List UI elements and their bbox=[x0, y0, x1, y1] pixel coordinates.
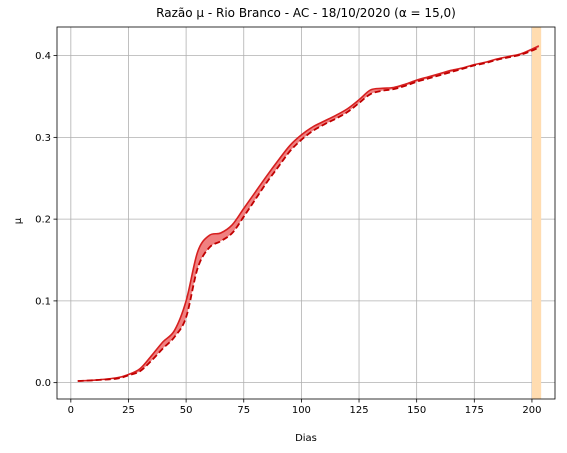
x-tick-label: 175 bbox=[465, 405, 484, 416]
series-upper bbox=[77, 45, 540, 382]
x-tick-label: 100 bbox=[292, 405, 311, 416]
x-tick-label: 150 bbox=[407, 405, 426, 416]
y-tick-label: 0.4 bbox=[35, 51, 51, 62]
plot-area bbox=[56, 26, 556, 400]
x-tick-label: 75 bbox=[237, 405, 250, 416]
x-axis: 0 25 50 75 100 125 150 175 200 bbox=[68, 399, 541, 416]
x-tick-label: 125 bbox=[349, 405, 368, 416]
x-axis-label: Dias bbox=[295, 433, 317, 444]
y-axis: 0.0 0.1 0.2 0.3 0.4 bbox=[35, 51, 57, 389]
x-tick-label: 50 bbox=[180, 405, 193, 416]
x-tick-label: 0 bbox=[68, 405, 74, 416]
plot-background bbox=[57, 27, 555, 399]
y-tick-label: 0.1 bbox=[35, 296, 51, 307]
y-tick-label: 0.0 bbox=[35, 378, 51, 389]
highlight-band bbox=[531, 27, 542, 399]
x-tick-label: 200 bbox=[522, 405, 541, 416]
plot-frame bbox=[56, 26, 556, 400]
y-axis-label: µ bbox=[13, 217, 24, 224]
grid bbox=[57, 27, 555, 399]
y-tick-label: 0.3 bbox=[35, 133, 51, 144]
series-lower bbox=[77, 46, 540, 382]
x-tick-label: 25 bbox=[122, 405, 135, 416]
chart-title: Razão µ - Rio Branco - AC - 18/10/2020 (… bbox=[156, 6, 456, 20]
y-tick-label: 0.2 bbox=[35, 215, 51, 226]
